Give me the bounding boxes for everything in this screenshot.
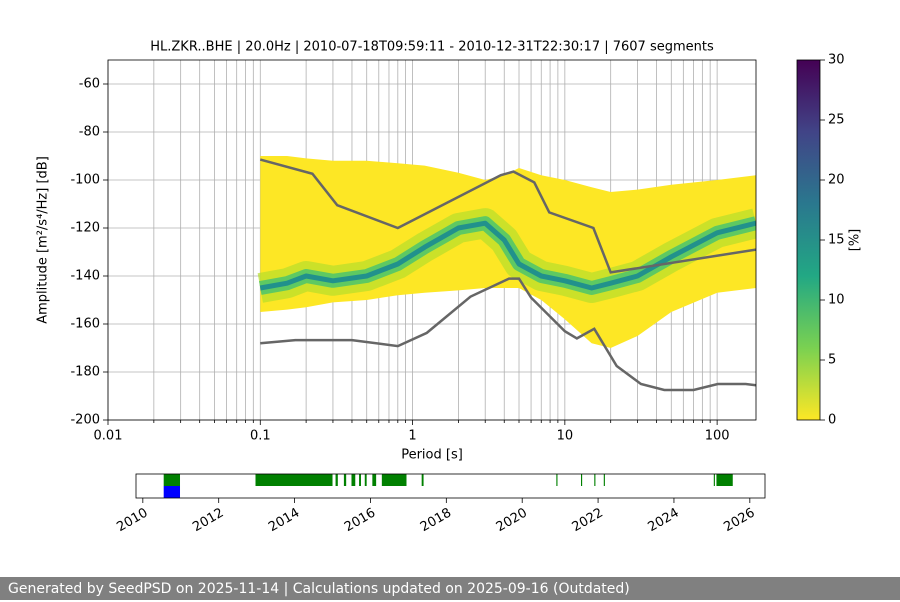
x-tick-label: 2024 xyxy=(646,506,682,536)
coverage-segment xyxy=(255,474,333,486)
coverage-segment xyxy=(335,474,338,486)
colorbar-tick-label: 20 xyxy=(828,173,845,188)
x-tick-label: 2020 xyxy=(494,506,530,536)
chart-title: HL.ZKR..BHE | 20.0Hz | 2010-07-18T09:59:… xyxy=(150,40,714,55)
coverage-segment xyxy=(713,474,715,486)
x-tick-label: 0.01 xyxy=(94,429,123,444)
coverage-segment xyxy=(351,474,356,486)
main-axes: 0.01 0.1 1 10 100-200-180-160-140-120-100-80… xyxy=(70,53,844,444)
x-tick-label: 100 xyxy=(705,429,730,444)
x-tick-label: 2018 xyxy=(418,506,454,536)
x-tick-label: 2026 xyxy=(721,506,757,536)
y-tick-label: -200 xyxy=(70,413,100,428)
y-tick-label: -160 xyxy=(70,317,100,332)
colorbar-tick-label: 10 xyxy=(828,293,845,308)
y-tick-label: -80 xyxy=(79,125,100,140)
y-tick-label: -100 xyxy=(70,173,100,188)
y-tick-label: -120 xyxy=(70,221,100,236)
y-tick-label: -60 xyxy=(79,77,100,92)
y-tick-label: -140 xyxy=(70,269,100,284)
coverage-segment xyxy=(163,474,181,486)
plot-area xyxy=(257,156,756,392)
axes-frame xyxy=(135,473,766,499)
colorbar-label: [%] xyxy=(848,229,863,252)
x-tick-label: 1 xyxy=(408,429,416,444)
x-tick-label: 10 xyxy=(557,429,574,444)
y-axis-label: Amplitude [m²/s⁴/Hz] [dB] xyxy=(36,156,51,324)
colorbar-tick-label: 15 xyxy=(828,233,845,248)
x-tick-label: 2022 xyxy=(570,506,606,536)
x-tick-label: 2010 xyxy=(114,506,150,536)
colorbar xyxy=(796,59,821,421)
colorbar-tick-label: 0 xyxy=(828,413,836,428)
coverage-segment xyxy=(359,474,361,486)
axes-frame xyxy=(107,59,757,421)
x-axis-label: Period [s] xyxy=(401,448,463,463)
coverage-segment xyxy=(581,474,583,486)
footer: Generated by SeedPSD on 2025-11-14 | Cal… xyxy=(0,577,900,600)
figure: HL.ZKR..BHE | 20.0Hz | 2010-07-18T09:59:… xyxy=(36,40,863,536)
coverage-segment xyxy=(421,474,424,486)
coverage-segment xyxy=(163,486,181,498)
noise-model-line xyxy=(260,277,756,392)
colorbar-tick-label: 5 xyxy=(828,353,836,368)
coverage-segment xyxy=(372,474,377,486)
coverage-segment xyxy=(716,474,733,486)
coverage-segment xyxy=(556,474,558,486)
coverage-segment xyxy=(603,474,605,486)
coverage-segment xyxy=(594,474,596,486)
x-tick-label: 0.1 xyxy=(250,429,271,444)
colorbar-tick-label: 25 xyxy=(828,113,845,128)
x-tick-label: 2016 xyxy=(342,506,378,536)
coverage-segment xyxy=(343,474,347,486)
y-tick-label: -180 xyxy=(70,365,100,380)
timeline-axes: 2010 2012 2014 2016 2018 2020 2022 2024 2026 xyxy=(114,473,766,536)
coverage-segment xyxy=(381,474,407,486)
colorbar-tick-label: 30 xyxy=(828,53,845,68)
density-peak xyxy=(259,220,756,291)
noise-model-line xyxy=(259,158,756,274)
x-tick-label: 2012 xyxy=(190,506,226,536)
coverage-segment xyxy=(364,474,367,486)
x-tick-label: 2014 xyxy=(266,506,302,536)
